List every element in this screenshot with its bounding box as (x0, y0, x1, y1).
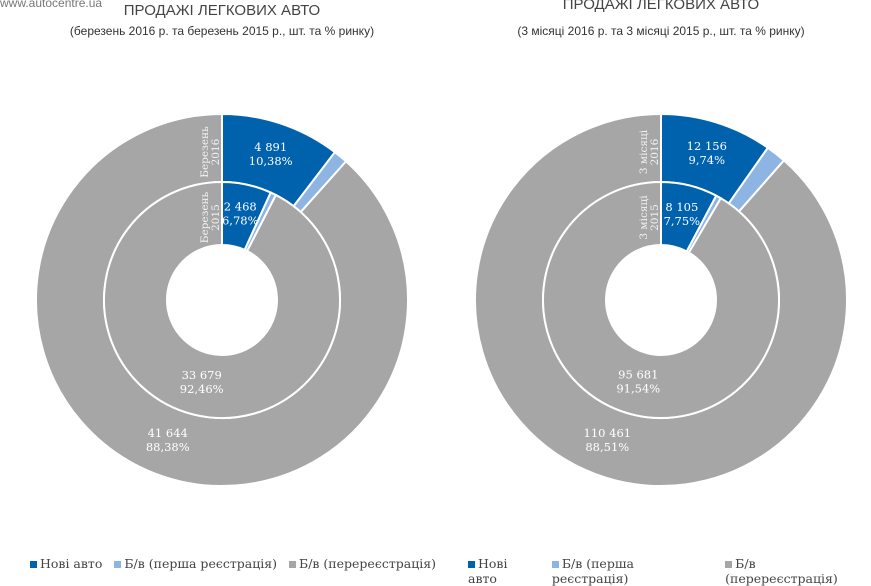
value-label: 110 461 (584, 426, 632, 440)
slice-1-0-2 (474, 112, 848, 487)
slice-0-0-2 (35, 112, 409, 487)
legend-item-new: Нові авто (30, 556, 102, 571)
percent-label: 88,38% (146, 440, 190, 454)
legend-right: Нові авто Б/в (перша реєстрація) Б/в (пе… (468, 556, 871, 586)
value-label: 41 644 (148, 426, 188, 440)
ring-label: Березень (199, 126, 211, 178)
legend-left: Нові авто Б/в (перша реєстрація) Б/в (пе… (30, 556, 436, 571)
percent-label: 7,75% (664, 214, 701, 228)
value-label: 12 156 (687, 139, 727, 153)
legend-item-first: Б/в (перша реєстрація) (114, 556, 277, 571)
value-label: 33 679 (182, 368, 222, 382)
slice-1-1-2 (542, 180, 780, 419)
chart-title-right: ПРОДАЖІ ЛЕГКОВИХ АВТО (562, 0, 760, 13)
chart-subtitle-left: (березень 2016 р. та березень 2015 р., ш… (69, 24, 375, 38)
percent-label: 91,54% (616, 381, 660, 395)
value-label: 2 468 (224, 199, 257, 213)
value-label: 95 681 (618, 367, 658, 381)
percent-label: 6,78% (222, 213, 259, 227)
legend-item-new: Нові авто (468, 556, 508, 586)
value-label: 4 891 (254, 140, 287, 154)
ring-label: 2015 (210, 204, 222, 231)
ring-label: 3 місяці (638, 129, 650, 174)
legend-item-first: Б/в (перша реєстрація) (551, 556, 634, 586)
percent-label: 88,51% (585, 440, 629, 454)
ring-label: 2016 (649, 138, 661, 165)
value-label: 8 105 (665, 200, 698, 214)
ring-label: Березень (199, 191, 211, 243)
legend-item-rereg: Б/в (перереєстрація) (725, 556, 838, 586)
percent-label: 9,74% (689, 153, 726, 167)
slice-0-1-2 (103, 180, 341, 419)
chart-title-left: ПРОДАЖІ ЛЕГКОВИХ АВТО (123, 2, 321, 19)
chart-subtitle-right: (3 місяці 2016 р. та 3 місяці 2015 р., ш… (517, 24, 805, 38)
ring-label: 2015 (649, 204, 661, 231)
percent-label: 92,46% (180, 382, 224, 396)
watermark: www.autocentre.ua (0, 0, 103, 10)
legend-item-rereg: Б/в (перереєстрація) (289, 556, 436, 571)
ring-label: 3 місяці (638, 195, 650, 240)
ring-label: 2016 (210, 138, 222, 165)
percent-label: 10,38% (249, 154, 293, 168)
